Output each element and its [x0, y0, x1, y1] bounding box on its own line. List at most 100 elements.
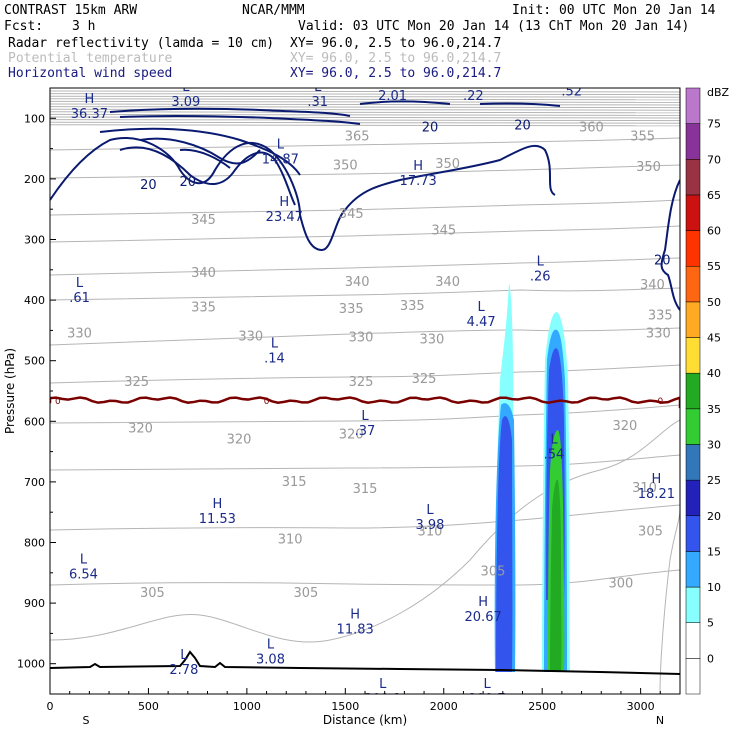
extremum-value-label: 23.47	[266, 210, 303, 225]
extremum-type-label: L	[180, 648, 188, 663]
extremum-value-label: 2.78	[169, 663, 198, 678]
extremum-value-label: 6.54	[69, 568, 98, 583]
theta-contour-label: 345	[431, 223, 456, 238]
colorbar-swatch	[685, 265, 701, 303]
theta-contour	[50, 504, 680, 531]
theta-contour-label: 330	[420, 332, 445, 347]
forecast-label: Fcst:	[4, 19, 43, 34]
theta-contour-label: 345	[191, 213, 216, 228]
extremum-value-label: 17.73	[400, 174, 437, 189]
wind-contour	[139, 137, 261, 165]
y-tick-label: 300	[24, 234, 45, 247]
colorbar-tick-label: 15	[707, 545, 721, 558]
colorbar-swatch	[685, 444, 701, 481]
x-axis: 0 500 1000 1500 2000 2500 3000	[47, 688, 661, 713]
theta-contour-label: 330	[238, 329, 263, 344]
wind-contour	[179, 148, 231, 169]
freezing-level-labels: 0 0 0	[55, 397, 663, 407]
y-axis: 100 200 300 400 500 600 700 800 900 1000	[17, 112, 56, 671]
colorbar-tick-label: 20	[707, 510, 721, 523]
extremum-type-label: L	[182, 80, 190, 95]
colorbar-tick-label: 30	[707, 438, 721, 451]
extremum-type-label: L	[426, 503, 434, 518]
theta-contour-label: 360	[579, 120, 604, 135]
extremum-type-label: L	[361, 409, 369, 424]
theta-contour	[50, 327, 680, 346]
field-name-reflectivity: Radar reflectivity (lamda = 10 cm)	[8, 36, 274, 51]
theta-contour	[50, 569, 680, 586]
extremum-value-label: 300.1	[364, 692, 401, 707]
plot-area	[50, 88, 680, 694]
extremum-value-label: 4.47	[467, 315, 496, 330]
extremum-value-label: .26	[530, 270, 551, 285]
theta-contour-label: 340	[345, 275, 370, 290]
theta-contour-label: 315	[282, 475, 307, 490]
colorbar-swatch	[685, 337, 701, 374]
x-tick-label: 3000	[627, 700, 655, 713]
y-tick-label: 1000	[17, 658, 45, 671]
valid-time: Valid: 03 UTC Mon 20 Jan 14 (13 ChT Mon …	[298, 19, 689, 34]
extremum-type-label: L	[379, 677, 387, 692]
wind-contour-label: 20	[180, 175, 197, 190]
x-tick-label: 1000	[233, 700, 261, 713]
theta-contour-label: 300	[609, 577, 634, 592]
extremum-type-label: H	[84, 92, 94, 107]
theta-contour-label: 335	[339, 302, 364, 317]
x-axis-left-end-label: S	[83, 714, 90, 727]
wind-contour-labels: 20 20 20 20 20	[140, 119, 670, 269]
extremum-value-label: 36.37	[71, 107, 108, 122]
theta-contour-label: 305	[638, 525, 663, 540]
theta-contour	[50, 257, 680, 276]
theta-contour-label: 350	[333, 159, 358, 174]
forecast-hour: 3 h	[72, 19, 95, 34]
extremum-value-label: 11.83	[337, 622, 374, 637]
extremum-type-label: L	[568, 70, 576, 85]
theta-contour-label: 335	[648, 308, 673, 323]
theta-contour-label: 310	[418, 525, 443, 540]
y-tick-label: 800	[24, 537, 45, 550]
theta-contour-label: 325	[412, 372, 437, 387]
x-axis-label: Distance (km)	[323, 713, 407, 727]
wind-contour	[50, 137, 556, 252]
theta-contour-label: 320	[339, 428, 364, 443]
reflectivity-colorbar: 0 5 10 15 20 25 30 35 40 45 50 55 60 65 70 75	[685, 87, 721, 695]
theta-contour-label: 340	[640, 278, 665, 293]
field-name-theta: Potential temperature	[8, 51, 173, 66]
colorbar-tick-label: 35	[707, 403, 721, 416]
colorbar-swatch	[685, 301, 701, 338]
freezing-level-label: 0	[55, 397, 61, 407]
wind-contour	[119, 146, 296, 206]
colorbar-tick-label: 65	[707, 189, 721, 202]
high-low-labels: L3.09L.31L2.01L.22L.52H36.37L14.87H23.47…	[69, 70, 675, 707]
y-tick-label: 100	[24, 112, 45, 125]
wind-contour-label: 20	[654, 254, 671, 269]
x-tick-label: 500	[138, 700, 159, 713]
wind-contour-label: 20	[514, 119, 531, 134]
theta-contour-label: 305	[481, 565, 506, 580]
field-xy-theta: XY= 96.0, 2.5 to 96.0,214.7	[290, 51, 501, 66]
extremum-type-label: L	[314, 80, 322, 95]
extremum-type-label: L	[277, 138, 285, 153]
wind-speed-contours	[50, 100, 680, 311]
extremum-value-label: 20.67	[465, 610, 502, 625]
extremum-value-label: .52	[561, 85, 582, 100]
refl-column-20dbz	[496, 416, 513, 672]
colorbar-tick-label: 75	[707, 118, 721, 131]
extremum-value-label: .14	[264, 351, 285, 366]
theta-contour	[50, 225, 680, 243]
extremum-type-label: L	[537, 255, 545, 270]
colorbar-units: dBZ	[707, 86, 730, 99]
extremum-value-label: .61	[69, 291, 90, 306]
theta-contour-label: 335	[191, 300, 216, 315]
x-tick-label: 2000	[430, 700, 458, 713]
colorbar-swatch	[685, 372, 701, 410]
extremum-value-label: 18.21	[638, 487, 675, 502]
theta-contour	[50, 454, 680, 471]
wind-contour	[109, 107, 351, 117]
theta-contour-label: 345	[339, 207, 364, 222]
colorbar-swatch	[685, 479, 701, 517]
extremum-value-label: 11.53	[199, 512, 236, 527]
theta-contour	[50, 199, 680, 216]
extremum-value-label: 14.87	[262, 153, 299, 168]
extremum-value-label: .37	[355, 424, 376, 439]
